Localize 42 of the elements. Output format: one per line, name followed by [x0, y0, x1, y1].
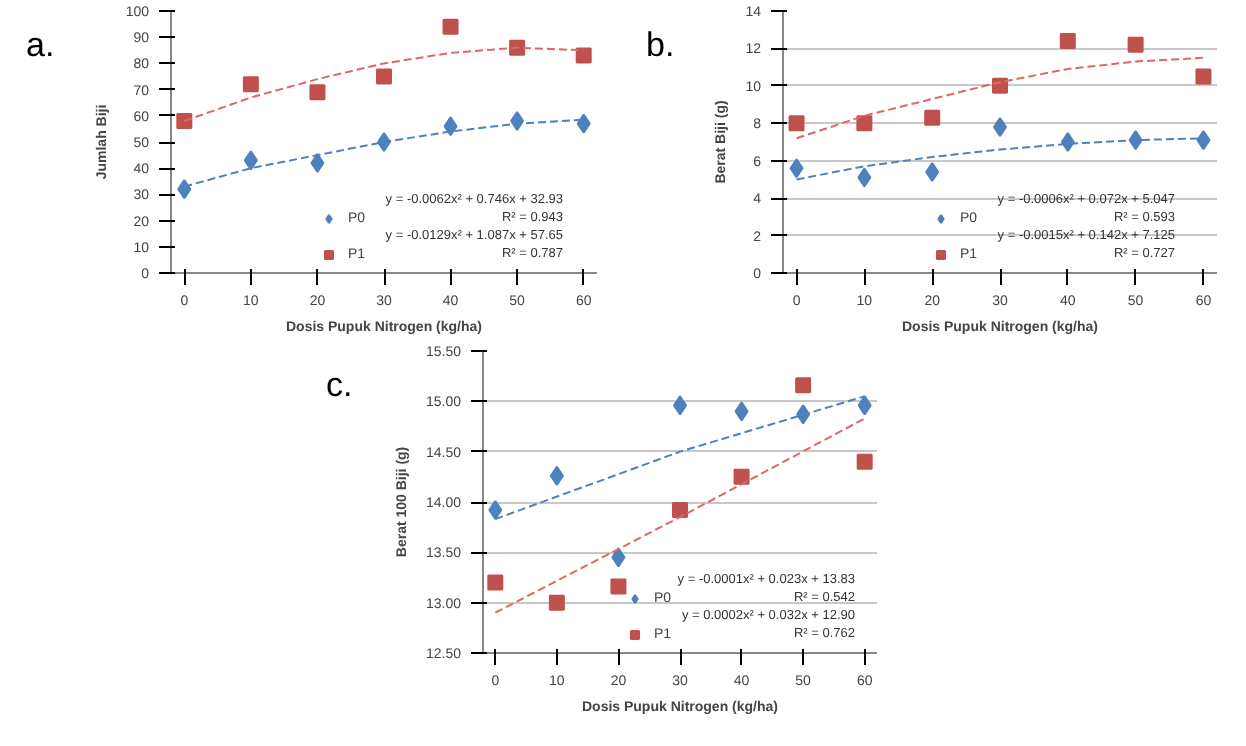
- text: a.: [26, 24, 55, 68]
- point: [576, 113, 591, 134]
- point: [177, 179, 192, 200]
- point: [377, 132, 391, 152]
- point: [924, 109, 941, 126]
- point: [1196, 130, 1211, 151]
- point: [856, 453, 873, 470]
- point: [548, 594, 565, 611]
- chart-title: b.: [646, 24, 675, 68]
- point: [734, 401, 749, 422]
- point: [857, 395, 872, 416]
- point: [795, 377, 812, 394]
- point: [925, 161, 940, 182]
- point: [1195, 68, 1212, 85]
- point: [487, 574, 504, 591]
- point: [1060, 132, 1075, 152]
- point: [1059, 32, 1076, 49]
- point: [575, 47, 592, 64]
- point: [611, 547, 626, 568]
- point: [549, 465, 564, 486]
- point: [242, 76, 259, 93]
- point: [310, 152, 325, 173]
- point: [733, 468, 750, 485]
- point: [610, 578, 627, 595]
- point: [857, 167, 872, 188]
- point: [243, 150, 258, 171]
- point: [309, 84, 326, 101]
- point: [856, 115, 873, 132]
- point: [488, 500, 503, 521]
- point: [672, 502, 688, 519]
- point: [376, 68, 392, 85]
- point: [789, 158, 804, 179]
- point: [1128, 130, 1143, 151]
- line-series: [795, 56, 1205, 140]
- point: [443, 116, 458, 137]
- point: [509, 39, 526, 56]
- point: [176, 113, 193, 130]
- point: [788, 115, 805, 132]
- point: [1127, 36, 1144, 53]
- point: [442, 18, 459, 35]
- point: [510, 111, 525, 132]
- text: c.: [326, 364, 353, 408]
